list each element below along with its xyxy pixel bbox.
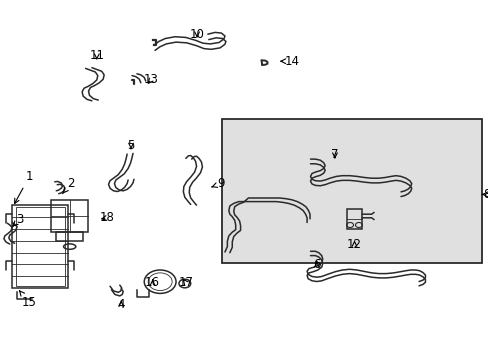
Text: 14: 14: [281, 55, 299, 68]
Text: 2: 2: [62, 177, 75, 194]
Text: 9: 9: [211, 177, 224, 190]
Bar: [16, 207, 64, 286]
Bar: [56, 232, 83, 241]
Text: 13: 13: [144, 73, 159, 86]
Text: 16: 16: [145, 276, 160, 289]
Text: 7: 7: [330, 148, 338, 161]
Bar: [222, 119, 481, 263]
Text: 4: 4: [117, 298, 125, 311]
Text: 6: 6: [312, 258, 320, 271]
Bar: [51, 200, 88, 232]
Text: 5: 5: [127, 139, 135, 152]
Text: 12: 12: [346, 238, 361, 251]
Bar: [12, 205, 68, 288]
Text: 8: 8: [482, 188, 488, 201]
Text: 15: 15: [20, 291, 37, 309]
Text: 10: 10: [189, 28, 204, 41]
Text: 17: 17: [178, 276, 193, 289]
Text: 1: 1: [15, 170, 33, 203]
Text: 18: 18: [100, 211, 115, 224]
Bar: [346, 209, 361, 229]
Text: 3: 3: [13, 213, 23, 226]
Text: 11: 11: [89, 49, 104, 62]
